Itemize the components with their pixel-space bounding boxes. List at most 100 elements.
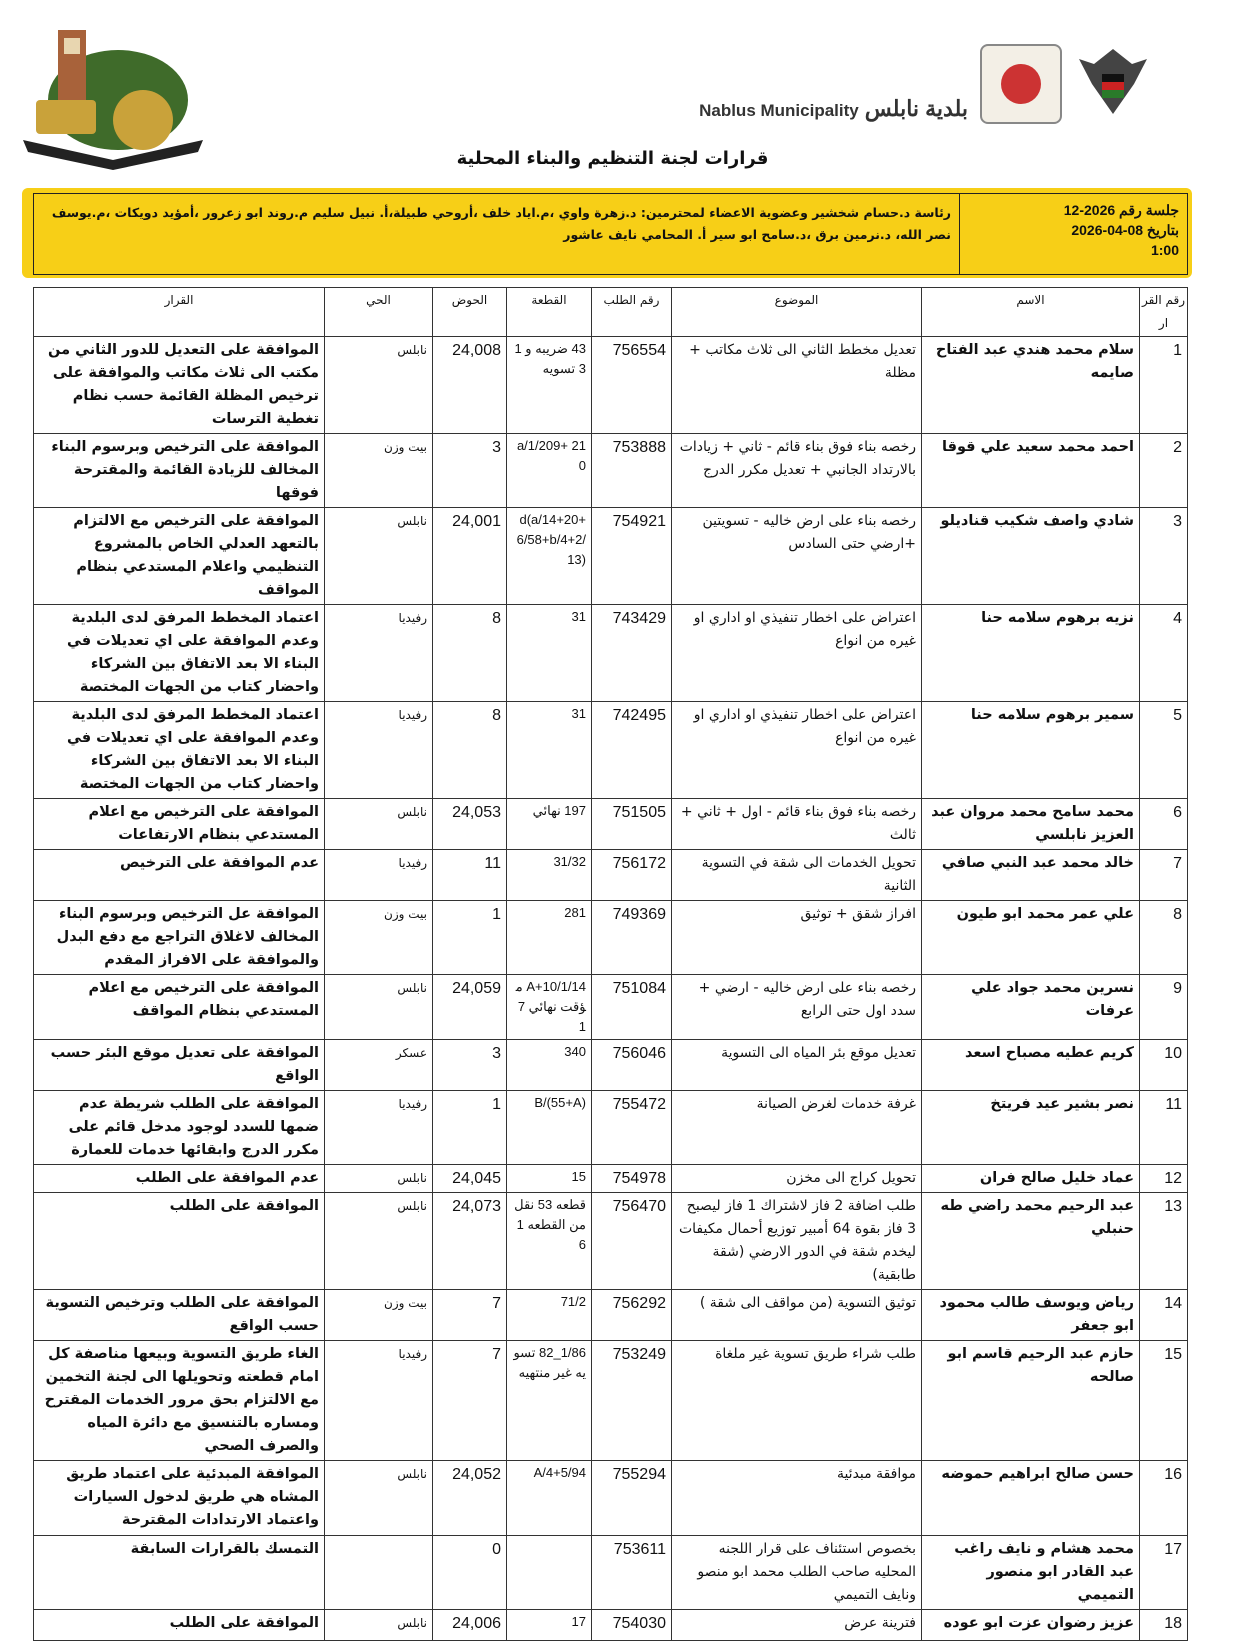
applicant-name: حسن صالح ابراهيم حموضه	[921, 1460, 1140, 1536]
decision-number: 15	[1139, 1340, 1188, 1461]
subject: فترينة عرض	[671, 1609, 922, 1641]
subject: رخصه بناء فوق بناء قائم - اول + ثاني + ث…	[671, 798, 922, 850]
basin-number: 8	[432, 701, 507, 799]
table-row: 7 خالد محمد عبد النبي صافي تحويل الخدمات ا…	[33, 849, 1188, 901]
subject: اعتراض على اخطار تنفيذي او اداري او غيره…	[671, 701, 922, 799]
decision-text: الموافقة عل الترخيص وبرسوم البناء المخال…	[33, 900, 325, 975]
district: بيت وزن	[324, 900, 433, 975]
table-row: 11 نصر بشير عيد فريتخ غرفة خدمات لغرض الصي…	[33, 1090, 1188, 1165]
session-details: جلسة رقم 2026-12 بتاريخ 08-04-2026 1:00	[959, 194, 1187, 274]
basin-number: 1	[432, 1090, 507, 1165]
applicant-name: نسرين محمد جواد علي عرفات	[921, 974, 1140, 1040]
decision-number: 12	[1139, 1164, 1188, 1193]
table-row: 10 كريم عطيه مصباح اسعد تعديل موقع بئر الم…	[33, 1039, 1188, 1091]
decision-number: 7	[1139, 849, 1188, 901]
request-number: 751084	[591, 974, 672, 1040]
request-number: 753249	[591, 1340, 672, 1461]
decision-text: الموافقة على الطلب وترخيص التسوية حسب ال…	[33, 1289, 325, 1341]
basin-number: 11	[432, 849, 507, 901]
basin-number: 24,073	[432, 1192, 507, 1290]
table-row: 18 عزيز رضوان عزت ابو عوده فترينة عرض 75403…	[33, 1609, 1188, 1641]
session-info: جلسة رقم 2026-12 بتاريخ 08-04-2026 1:00 …	[33, 193, 1188, 275]
plot-number: قطعه 53 نقل من القطعه 16	[506, 1192, 592, 1290]
request-number: 756292	[591, 1289, 672, 1341]
plot-number: 281	[506, 900, 592, 975]
request-number: 756172	[591, 849, 672, 901]
applicant-name: شادي واصف شكيب قناديلو	[921, 507, 1140, 605]
request-number: 756470	[591, 1192, 672, 1290]
request-number: 756554	[591, 336, 672, 434]
plot-number: A/4+5/94	[506, 1460, 592, 1536]
subject: رخصه بناء على ارض خاليه - تسويتين +ارضي …	[671, 507, 922, 605]
subject: اعتراض على اخطار تنفيذي او اداري او غيره…	[671, 604, 922, 702]
column-header: الاسم	[921, 287, 1140, 337]
basin-number: 3	[432, 1039, 507, 1091]
decision-number: 8	[1139, 900, 1188, 975]
request-number: 742495	[591, 701, 672, 799]
request-number: 755472	[591, 1090, 672, 1165]
session-number: جلسة رقم 2026-12	[1063, 202, 1179, 218]
district: بيت وزن	[324, 1289, 433, 1341]
municipality-seal	[980, 44, 1062, 124]
district: بيت وزن	[324, 433, 433, 508]
column-header: الحي	[324, 287, 433, 337]
applicant-name: عبد الرحيم محمد راضي طه حنبلي	[921, 1192, 1140, 1290]
decision-text: اعتماد المخطط المرفق لدى البلدية وعدم ال…	[33, 701, 325, 799]
column-header: الحوض	[432, 287, 507, 337]
applicant-name: كريم عطيه مصباح اسعد	[921, 1039, 1140, 1091]
decision-text: الموافقة على تعديل موقع البئر حسب الواقع	[33, 1039, 325, 1091]
subject: غرفة خدمات لغرض الصيانة	[671, 1090, 922, 1165]
municipality-name: Nablus Municipality بلدية نابلس	[699, 96, 968, 121]
applicant-name: نزيه برهوم سلامه حنا	[921, 604, 1140, 702]
basin-number: 8	[432, 604, 507, 702]
decision-text: الموافقة على الترخيص مع اعلام المستدعي ب…	[33, 798, 325, 850]
decision-text: التمسك بالقرارات السابقة	[33, 1535, 325, 1610]
decision-text: الموافقة على الترخيص مع اعلام المستدعي ب…	[33, 974, 325, 1040]
column-header: رقم القرار	[1139, 287, 1188, 337]
basin-number: 24,059	[432, 974, 507, 1040]
decision-text: عدم الموافقة على الطلب	[33, 1164, 325, 1193]
decision-number: 6	[1139, 798, 1188, 850]
session-highlight	[22, 188, 1192, 278]
basin-number: 24,052	[432, 1460, 507, 1536]
basin-number: 24,001	[432, 507, 507, 605]
basin-number: 24,045	[432, 1164, 507, 1193]
subject: طلب اضافة 2 فاز لاشتراك 1 فاز ليصبح 3 فا…	[671, 1192, 922, 1290]
decision-number: 1	[1139, 336, 1188, 434]
column-header: القرار	[33, 287, 325, 337]
basin-number: 24,006	[432, 1609, 507, 1641]
session-date: بتاريخ 08-04-2026	[1071, 222, 1179, 238]
applicant-name: سلام محمد هندي عبد الفتاح صايمه	[921, 336, 1140, 434]
district: نابلس	[324, 798, 433, 850]
decision-text: اعتماد المخطط المرفق لدى البلدية وعدم ال…	[33, 604, 325, 702]
applicant-name: حازم عبد الرحيم قاسم ابو صالحه	[921, 1340, 1140, 1461]
decision-text: الموافقة المبدئية على اعتماد طريق المشاه…	[33, 1460, 325, 1536]
applicant-name: عزيز رضوان عزت ابو عوده	[921, 1609, 1140, 1641]
page-title: قرارات لجنة التنظيم والبناء المحلية	[456, 148, 769, 169]
decision-text: عدم الموافقة على الترخيص	[33, 849, 325, 901]
table-row: 6 محمد سامح محمد مروان عبد العزيز نابلسي ر…	[33, 798, 1188, 850]
district: رفيديا	[324, 1090, 433, 1165]
plot-number: d(a/14+20+6/58+b/4+2/13)	[506, 507, 592, 605]
table-row: 16 حسن صالح ابراهيم حموضه موافقة مبدئية 755…	[33, 1460, 1188, 1536]
decision-text: الغاء طريق التسوية وبيعها مناصفة كل امام…	[33, 1340, 325, 1461]
plot-number: 43 ضريبه و 13 تسويه	[506, 336, 592, 434]
decision-number: 11	[1139, 1090, 1188, 1165]
decision-text: الموافقة على الترخيص وبرسوم البناء المخا…	[33, 433, 325, 508]
district: نابلس	[324, 974, 433, 1040]
request-number: 751505	[591, 798, 672, 850]
subject: تعديل موقع بئر المياه الى التسوية	[671, 1039, 922, 1091]
plot-number: 15	[506, 1164, 592, 1193]
decision-text: الموافقة على التعديل للدور الثاني من مكت…	[33, 336, 325, 434]
decision-number: 4	[1139, 604, 1188, 702]
table-row: 12 عماد خليل صالح فران تحويل كراج الى مخزن…	[33, 1164, 1188, 1193]
district: رفيديا	[324, 701, 433, 799]
applicant-name: علي عمر محمد ابو طيون	[921, 900, 1140, 975]
request-number: 753611	[591, 1535, 672, 1610]
plot-number: 17	[506, 1609, 592, 1641]
applicant-name: محمد سامح محمد مروان عبد العزيز نابلسي	[921, 798, 1140, 850]
plot-number: 340	[506, 1039, 592, 1091]
plot-number: 1/86_82 تسويه غير منتهيه	[506, 1340, 592, 1461]
subject: تحويل الخدمات الى شقة في التسوية الثانية	[671, 849, 922, 901]
plot-number: 197 نهائي	[506, 798, 592, 850]
